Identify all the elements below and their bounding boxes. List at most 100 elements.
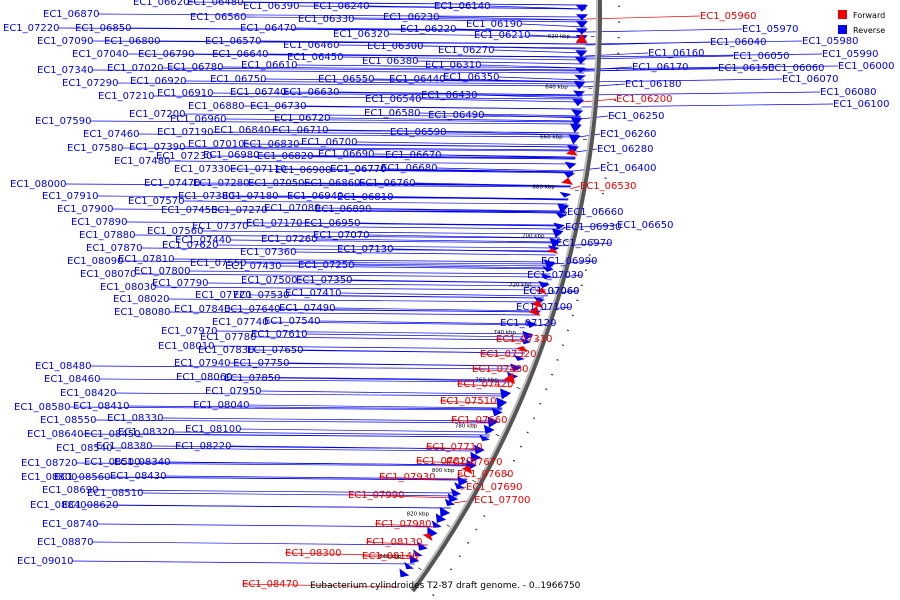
reverse-gene-label[interactable]: EC1_06050 [733, 51, 789, 62]
reverse-gene-label[interactable]: EC1_06840 [214, 125, 270, 136]
reverse-gene-label[interactable]: EC1_08220 [175, 441, 231, 452]
reverse-gene-label[interactable]: EC1_08720 [21, 458, 77, 469]
reverse-gene-label[interactable]: EC1_06820 [257, 151, 313, 162]
reverse-gene-label[interactable]: EC1_06550 [318, 74, 374, 85]
reverse-gene-label[interactable]: EC1_08060 [176, 372, 232, 383]
reverse-gene-label[interactable]: EC1_07790 [152, 278, 208, 289]
reverse-gene-label[interactable]: EC1_06310 [425, 60, 481, 71]
reverse-gene-label[interactable]: EC1_07590 [35, 116, 91, 127]
reverse-gene-label[interactable]: EC1_07780 [200, 332, 256, 343]
reverse-gene-label[interactable]: EC1_06620 [133, 0, 189, 8]
reverse-gene-label[interactable]: EC1_06850 [75, 23, 131, 34]
reverse-gene-label[interactable]: EC1_06170 [632, 62, 688, 73]
forward-gene-label[interactable]: EC1_08470 [242, 579, 298, 590]
reverse-gene-label[interactable]: EC1_06390 [243, 1, 299, 12]
reverse-gene-label[interactable]: EC1_07040 [72, 49, 128, 60]
reverse-gene-label[interactable]: EC1_07360 [240, 247, 296, 258]
reverse-gene-label[interactable]: EC1_07940 [174, 358, 230, 369]
reverse-gene-label[interactable]: EC1_06280 [597, 144, 653, 155]
reverse-gene-label[interactable]: EC1_07130 [337, 244, 393, 255]
reverse-gene-label[interactable]: EC1_06590 [390, 127, 446, 138]
reverse-gene-label[interactable]: EC1_06400 [600, 163, 656, 174]
reverse-gene-label[interactable]: EC1_06980 [203, 150, 259, 161]
reverse-gene-label[interactable]: EC1_08870 [37, 537, 93, 548]
reverse-gene-label[interactable]: EC1_06930 [565, 222, 621, 233]
forward-gene-label[interactable]: EC1_08130 [366, 537, 422, 548]
forward-gene-label[interactable]: EC1_07660 [451, 415, 507, 426]
forward-gene-label[interactable]: EC1_07680 [457, 469, 513, 480]
reverse-gene-label[interactable]: EC1_07880 [79, 230, 135, 241]
reverse-gene-label[interactable]: EC1_08450 [84, 429, 140, 440]
reverse-gene-label[interactable]: EC1_06380 [362, 56, 418, 67]
reverse-gene-label[interactable]: EC1_08580 [14, 402, 70, 413]
reverse-gene-label[interactable]: EC1_06070 [782, 74, 838, 85]
forward-gene-label[interactable]: EC1_07820 [416, 456, 472, 467]
reverse-gene-label[interactable]: EC1_07110 [230, 164, 286, 175]
reverse-gene-label[interactable]: EC1_06900 [275, 165, 331, 176]
reverse-gene-label[interactable]: EC1_07640 [224, 304, 280, 315]
reverse-gene-label[interactable]: EC1_07390 [129, 142, 185, 153]
reverse-gene-label[interactable]: EC1_07450 [161, 205, 217, 216]
reverse-gene-label[interactable]: EC1_06480 [187, 0, 243, 8]
reverse-gene-label[interactable]: EC1_05990 [822, 49, 878, 60]
reverse-gene-label[interactable]: EC1_07460 [83, 129, 139, 140]
reverse-gene-label[interactable]: EC1_07890 [71, 217, 127, 228]
reverse-gene-label[interactable]: EC1_06000 [838, 61, 894, 72]
reverse-gene-label[interactable]: EC1_07840 [174, 304, 230, 315]
forward-gene-label[interactable]: EC1_06530 [580, 181, 636, 192]
reverse-gene-label[interactable]: EC1_06040 [710, 37, 766, 48]
reverse-gene-label[interactable]: EC1_06710 [272, 125, 328, 136]
reverse-gene-label[interactable]: EC1_06470 [240, 23, 296, 34]
reverse-gene-label[interactable]: EC1_07200 [129, 109, 185, 120]
reverse-gene-label[interactable]: EC1_06080 [820, 87, 876, 98]
reverse-gene-label[interactable]: EC1_08620 [62, 500, 118, 511]
forward-gene-label[interactable]: EC1_06200 [616, 94, 672, 105]
reverse-gene-label[interactable]: EC1_07030 [527, 270, 583, 281]
reverse-gene-label[interactable]: EC1_06890 [315, 204, 371, 215]
reverse-gene-label[interactable]: EC1_06690 [318, 149, 374, 160]
forward-gene-label[interactable]: EC1_07710 [426, 442, 482, 453]
reverse-gene-label[interactable]: EC1_07750 [233, 358, 289, 369]
reverse-gene-label[interactable]: EC1_08320 [118, 427, 174, 438]
reverse-gene-label[interactable]: EC1_07530 [233, 290, 289, 301]
reverse-gene-label[interactable]: EC1_07830 [198, 345, 254, 356]
reverse-gene-label[interactable]: EC1_06770 [330, 164, 386, 175]
reverse-gene-label[interactable]: EC1_07350 [296, 275, 352, 286]
reverse-gene-label[interactable]: EC1_07070 [313, 230, 369, 241]
reverse-gene-label[interactable]: EC1_06240 [313, 1, 369, 12]
reverse-gene-label[interactable]: EC1_06230 [383, 12, 439, 23]
reverse-gene-label[interactable]: EC1_08010 [158, 341, 214, 352]
reverse-gene-label[interactable]: EC1_06910 [157, 88, 213, 99]
reverse-gene-label[interactable]: EC1_07210 [98, 91, 154, 102]
reverse-gene-label[interactable]: EC1_06750 [210, 74, 266, 85]
reverse-gene-label[interactable]: EC1_06440 [389, 74, 445, 85]
reverse-gene-label[interactable]: EC1_07490 [279, 303, 335, 314]
reverse-gene-label[interactable]: EC1_06450 [287, 52, 343, 63]
reverse-gene-label[interactable]: EC1_06580 [364, 108, 420, 119]
reverse-gene-label[interactable]: EC1_06800 [104, 36, 160, 47]
reverse-gene-label[interactable]: EC1_08040 [193, 400, 249, 411]
reverse-gene-label[interactable]: EC1_06920 [130, 76, 186, 87]
reverse-gene-label[interactable]: EC1_06060 [768, 63, 824, 74]
forward-gene-label[interactable]: EC1_05960 [700, 11, 756, 22]
forward-gene-label[interactable]: EC1_07400 [472, 364, 528, 375]
reverse-gene-label[interactable]: EC1_06790 [138, 49, 194, 60]
reverse-gene-label[interactable]: EC1_08100 [185, 424, 241, 435]
reverse-gene-label[interactable]: EC1_07500 [241, 275, 297, 286]
reverse-gene-label[interactable]: EC1_07900 [57, 204, 113, 215]
reverse-gene-label[interactable]: EC1_07340 [37, 65, 93, 76]
reverse-gene-label[interactable]: EC1_07120 [500, 318, 556, 329]
reverse-gene-label[interactable]: EC1_07910 [42, 191, 98, 202]
reverse-gene-label[interactable]: EC1_07190 [157, 127, 213, 138]
reverse-gene-label[interactable]: EC1_06770 [330, 164, 386, 175]
reverse-gene-label[interactable]: EC1_06490 [428, 110, 484, 121]
reverse-gene-label[interactable]: EC1_06660 [567, 207, 623, 218]
reverse-gene-label[interactable]: EC1_07480 [114, 156, 170, 167]
reverse-gene-label[interactable]: EC1_06350 [443, 72, 499, 83]
reverse-gene-label[interactable]: EC1_08690 [42, 485, 98, 496]
reverse-gene-label[interactable]: EC1_07170 [246, 218, 302, 229]
forward-gene-label[interactable]: EC1_07700 [474, 495, 530, 506]
reverse-gene-label[interactable]: EC1_06740 [230, 87, 286, 98]
reverse-gene-label[interactable]: EC1_06780 [167, 62, 223, 73]
reverse-gene-label[interactable]: EC1_06560 [190, 12, 246, 23]
